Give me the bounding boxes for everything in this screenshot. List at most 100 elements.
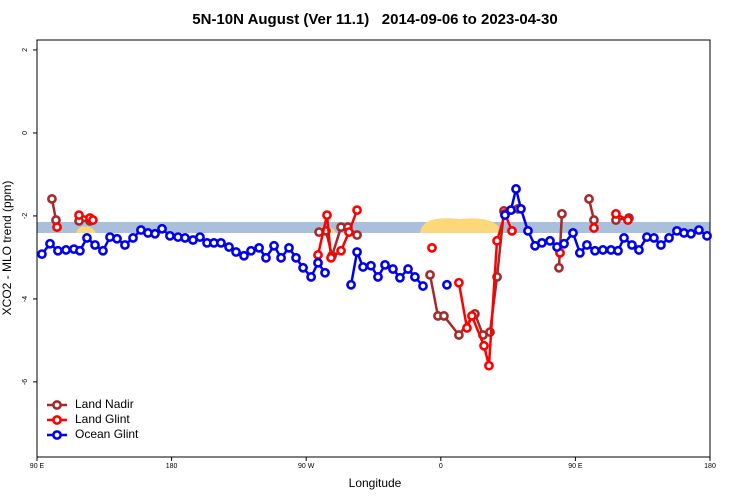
data-point (619, 233, 629, 243)
data-point (516, 203, 526, 214)
data-point (313, 250, 323, 260)
data-point (664, 233, 674, 243)
data-point (98, 245, 108, 256)
x-tick-label: 180 (166, 463, 178, 470)
data-point (336, 245, 346, 256)
data-point (180, 233, 190, 243)
data-point (82, 233, 92, 243)
data-point (702, 230, 712, 241)
x-tick-label: 90 E (568, 463, 583, 470)
data-point (88, 215, 98, 225)
data-point (52, 222, 62, 233)
data-point (313, 257, 323, 268)
data-point (582, 240, 592, 250)
data-point (380, 259, 390, 270)
x-tick-label: 0 (439, 463, 443, 470)
data-point (37, 249, 47, 260)
data-point (584, 194, 594, 204)
data-point (425, 269, 435, 280)
data-point (506, 205, 516, 216)
legend-marker (52, 400, 62, 410)
data-point (195, 232, 205, 242)
y-tick-label: 0 (22, 131, 29, 135)
data-point (320, 267, 330, 278)
data-point (276, 252, 286, 263)
data-point (306, 272, 317, 282)
data-point (484, 360, 494, 371)
data-point (231, 247, 241, 257)
data-point (157, 223, 167, 234)
data-point (574, 247, 585, 258)
data-point (453, 277, 464, 288)
data-point (165, 230, 175, 241)
data-point (254, 242, 264, 253)
data-point (511, 184, 521, 194)
data-point (322, 210, 332, 220)
data-point (352, 205, 362, 216)
data-point (150, 228, 160, 239)
data-point (613, 245, 623, 256)
data-point (453, 330, 464, 340)
y-axis-label: XCO2 - MLO trend (ppm) (0, 181, 14, 316)
data-point (120, 240, 130, 250)
data-point (75, 245, 85, 256)
data-point (568, 228, 578, 238)
data-point (439, 311, 449, 321)
data-point (410, 272, 420, 282)
data-point (291, 252, 301, 263)
data-point (373, 272, 383, 282)
data-point (479, 340, 489, 351)
data-point (403, 264, 413, 274)
data-point (346, 279, 356, 290)
data-point (611, 208, 621, 219)
data-point (627, 240, 637, 250)
y-tick-label: -2 (22, 213, 29, 219)
chart-title: 5N-10N August (Ver 11.1) 2014-09-06 to 2… (192, 11, 557, 28)
reference-band (37, 222, 710, 233)
data-point (352, 247, 362, 257)
data-point (598, 245, 608, 255)
data-point (90, 240, 100, 250)
legend-label: Land Glint (75, 412, 130, 426)
data-point (239, 250, 249, 261)
data-point (622, 215, 633, 225)
reference-band-highlight (76, 226, 96, 233)
x-tick-label: 180 (704, 463, 716, 470)
data-point (427, 242, 437, 253)
data-point (545, 235, 555, 246)
data-point (47, 194, 57, 204)
legend-marker (52, 430, 62, 440)
data-point (61, 245, 71, 255)
data-point (467, 311, 477, 321)
y-tick-label: -4 (22, 296, 29, 302)
data-point (686, 228, 696, 239)
data-point (559, 238, 569, 249)
data-point (326, 252, 336, 263)
data-point (554, 262, 564, 273)
y-tick-label: -6 (22, 379, 29, 385)
data-point (590, 245, 600, 256)
data-point (523, 225, 533, 236)
data-point (216, 237, 226, 248)
data-point (261, 252, 271, 263)
data-point (589, 223, 599, 233)
data-point (284, 242, 294, 253)
data-point (246, 245, 256, 256)
legend-marker (52, 415, 62, 425)
x-tick-label: 90 E (30, 463, 45, 470)
data-point (298, 262, 308, 273)
data-point (557, 208, 567, 219)
data-point (352, 230, 362, 240)
data-point (128, 233, 138, 243)
data-point (395, 272, 405, 283)
data-point (462, 323, 472, 333)
x-tick-label: 90 W (298, 463, 315, 470)
reference-band-highlight (420, 218, 502, 233)
data-point (536, 237, 547, 248)
data-point (224, 242, 234, 252)
data-point (507, 225, 517, 236)
data-point (418, 281, 428, 291)
data-point (45, 238, 55, 249)
legend-label: Land Nadir (75, 397, 134, 411)
